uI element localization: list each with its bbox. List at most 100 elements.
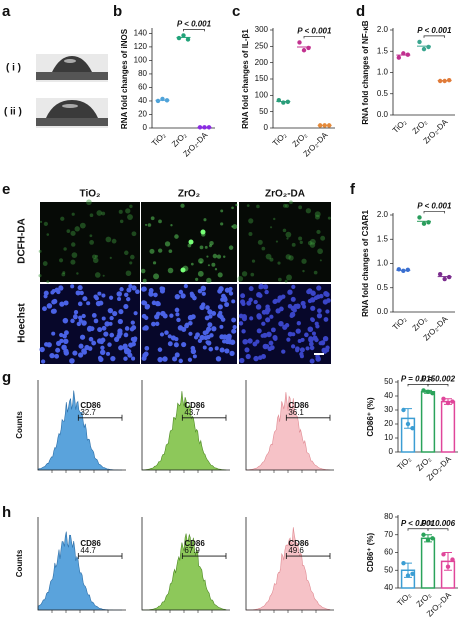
nucleus bbox=[123, 356, 128, 361]
gate-label: CD86 bbox=[184, 539, 205, 548]
cell bbox=[299, 240, 303, 245]
cell bbox=[305, 208, 312, 214]
y-tick-label: 1.0 bbox=[377, 68, 389, 77]
nucleus bbox=[145, 303, 151, 309]
nucleus bbox=[100, 337, 106, 343]
panel-letter: g bbox=[2, 369, 11, 386]
nucleus bbox=[94, 296, 99, 301]
nucleus bbox=[124, 326, 130, 331]
nucleus bbox=[172, 356, 178, 362]
cell bbox=[265, 253, 272, 260]
cell bbox=[142, 278, 147, 283]
nucleus bbox=[174, 307, 180, 313]
nucleus bbox=[208, 314, 213, 319]
nucleus bbox=[181, 326, 187, 332]
cell bbox=[119, 219, 124, 224]
nucleus bbox=[201, 291, 206, 296]
cell bbox=[284, 279, 288, 283]
nucleus bbox=[293, 303, 298, 309]
cell bbox=[102, 274, 105, 277]
cell bbox=[199, 245, 204, 250]
nucleus bbox=[181, 341, 187, 348]
point bbox=[396, 55, 402, 60]
nucleus bbox=[117, 330, 123, 337]
nucleus bbox=[93, 318, 99, 324]
nucleus bbox=[187, 314, 194, 321]
y-tick-label: 60 bbox=[384, 548, 393, 557]
nucleus bbox=[316, 285, 322, 291]
histogram bbox=[245, 527, 331, 611]
nucleus bbox=[98, 356, 104, 362]
point bbox=[410, 426, 415, 431]
nucleus bbox=[257, 355, 263, 360]
nucleus bbox=[323, 317, 329, 322]
nucleus bbox=[55, 340, 62, 347]
x-tick-label: ZrO₂ bbox=[291, 131, 309, 149]
point bbox=[405, 52, 411, 57]
cell bbox=[127, 214, 133, 220]
y-tick-label: 0 bbox=[389, 447, 394, 456]
y-tick-label: 40 bbox=[384, 391, 393, 400]
point bbox=[450, 557, 455, 562]
cell bbox=[38, 249, 42, 253]
gate bbox=[77, 553, 123, 560]
nucleus bbox=[324, 292, 330, 298]
x-tick-label: TiO₂ bbox=[391, 118, 408, 135]
cell bbox=[285, 254, 291, 260]
y-tick-label: 30 bbox=[384, 405, 393, 414]
panel-letter: d bbox=[356, 3, 365, 20]
nucleus bbox=[275, 308, 281, 314]
nucleus bbox=[100, 345, 105, 350]
nucleus bbox=[256, 328, 262, 334]
point bbox=[306, 45, 311, 51]
nucleus bbox=[199, 334, 205, 341]
nucleus bbox=[59, 332, 64, 338]
column-header: ZrO₂ bbox=[178, 189, 200, 200]
point bbox=[405, 421, 411, 427]
nucleus bbox=[317, 308, 322, 314]
nucleus bbox=[101, 325, 107, 331]
nucleus bbox=[63, 350, 70, 356]
panel-letter: f bbox=[350, 181, 356, 198]
nucleus bbox=[184, 323, 189, 329]
cell bbox=[174, 234, 179, 239]
y-tick-label: 1.5 bbox=[377, 234, 389, 243]
nucleus bbox=[180, 293, 186, 299]
y-tick-label: 40 bbox=[138, 96, 147, 105]
cell bbox=[153, 273, 160, 280]
cell bbox=[307, 240, 313, 246]
significance-bracket bbox=[407, 384, 429, 387]
cell bbox=[125, 270, 132, 277]
nucleus bbox=[122, 345, 128, 350]
cell bbox=[313, 270, 318, 275]
point bbox=[405, 573, 411, 578]
point bbox=[442, 276, 447, 282]
nucleus bbox=[308, 337, 314, 343]
point bbox=[442, 78, 447, 84]
y-tick-label: 2.0 bbox=[377, 210, 389, 219]
axis-line bbox=[245, 380, 334, 471]
nucleus bbox=[229, 350, 235, 357]
cell bbox=[92, 254, 97, 260]
gate bbox=[77, 414, 123, 421]
nucleus bbox=[269, 314, 274, 319]
point bbox=[401, 560, 406, 566]
fluorescence-images bbox=[38, 199, 331, 364]
cell bbox=[237, 275, 244, 282]
nucleus bbox=[266, 331, 272, 338]
cell bbox=[70, 230, 76, 236]
cell bbox=[220, 209, 224, 213]
nucleus bbox=[127, 352, 133, 358]
nucleus bbox=[304, 332, 309, 338]
nucleus bbox=[286, 337, 291, 342]
nucleus bbox=[42, 306, 47, 312]
nucleus bbox=[58, 285, 64, 291]
nucleus bbox=[188, 320, 193, 326]
significance-bracket bbox=[427, 528, 449, 531]
nucleus bbox=[217, 288, 223, 294]
nucleus bbox=[131, 285, 137, 291]
nucleus bbox=[309, 345, 315, 351]
cell bbox=[214, 268, 218, 271]
nucleus bbox=[72, 350, 78, 356]
